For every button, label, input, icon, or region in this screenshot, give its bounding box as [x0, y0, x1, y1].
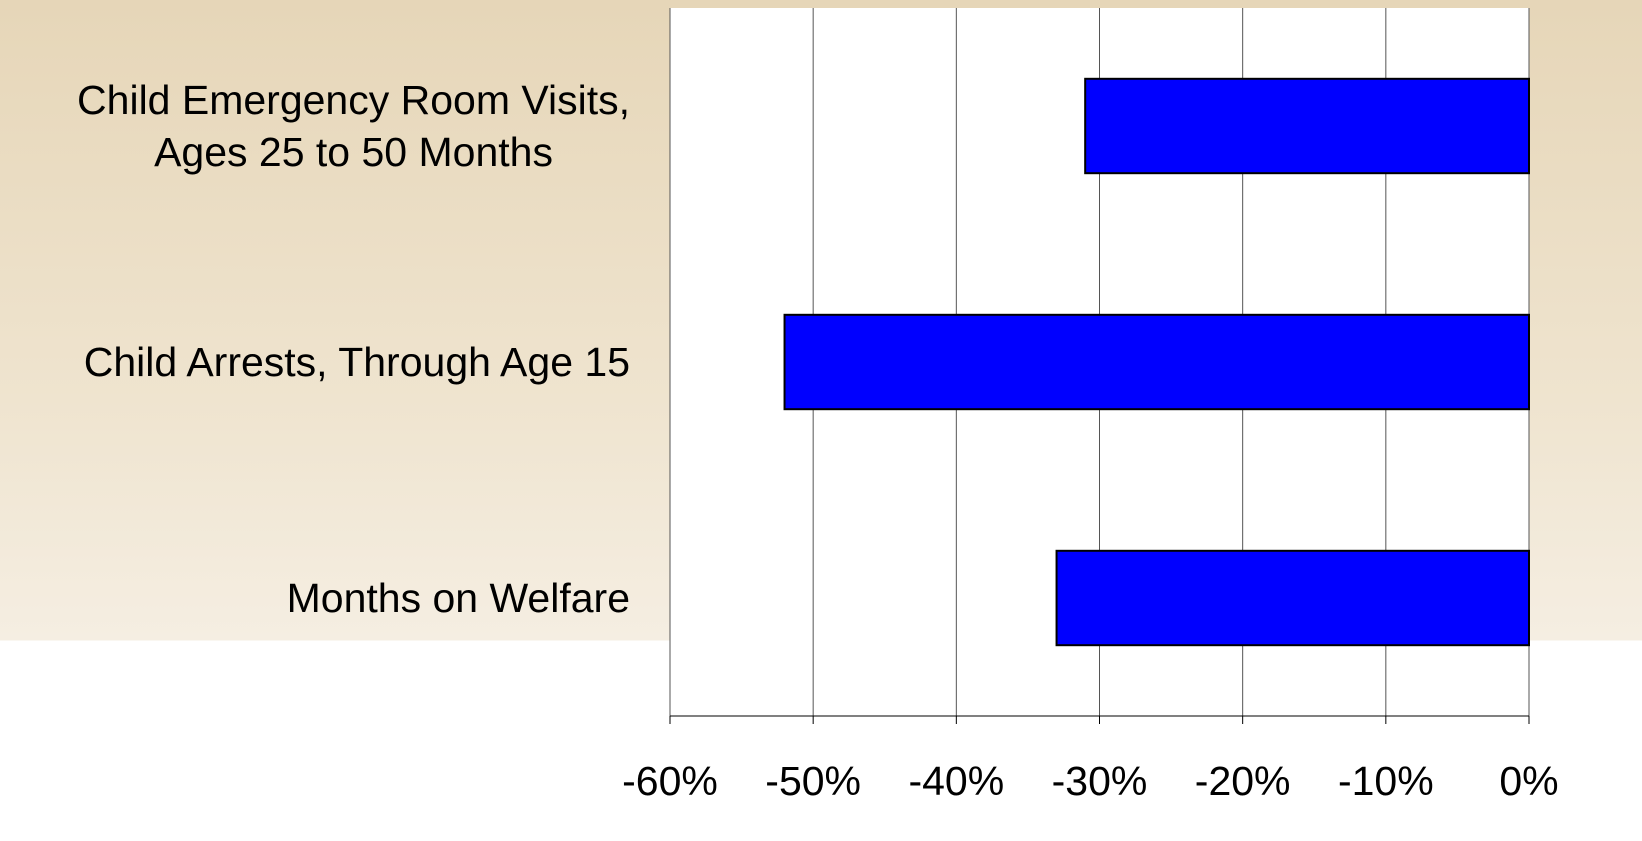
y-tick-label: Child Arrests, Through Age 15 [83, 339, 630, 385]
x-tick-label: -30% [1052, 758, 1148, 804]
x-tick-label: -50% [765, 758, 861, 804]
y-tick-label: Child Emergency Room Visits, Ages 25 to … [77, 77, 630, 175]
bar [1055, 549, 1531, 647]
x-tick-label: 0% [1499, 758, 1558, 804]
x-tick-label: -40% [908, 758, 1004, 804]
x-tick-label: -60% [622, 758, 718, 804]
bar [1084, 77, 1531, 175]
x-tick-label: -10% [1338, 758, 1434, 804]
y-tick-label: Months on Welfare [286, 575, 630, 621]
x-tick-label: -20% [1195, 758, 1291, 804]
bar [783, 313, 1530, 411]
